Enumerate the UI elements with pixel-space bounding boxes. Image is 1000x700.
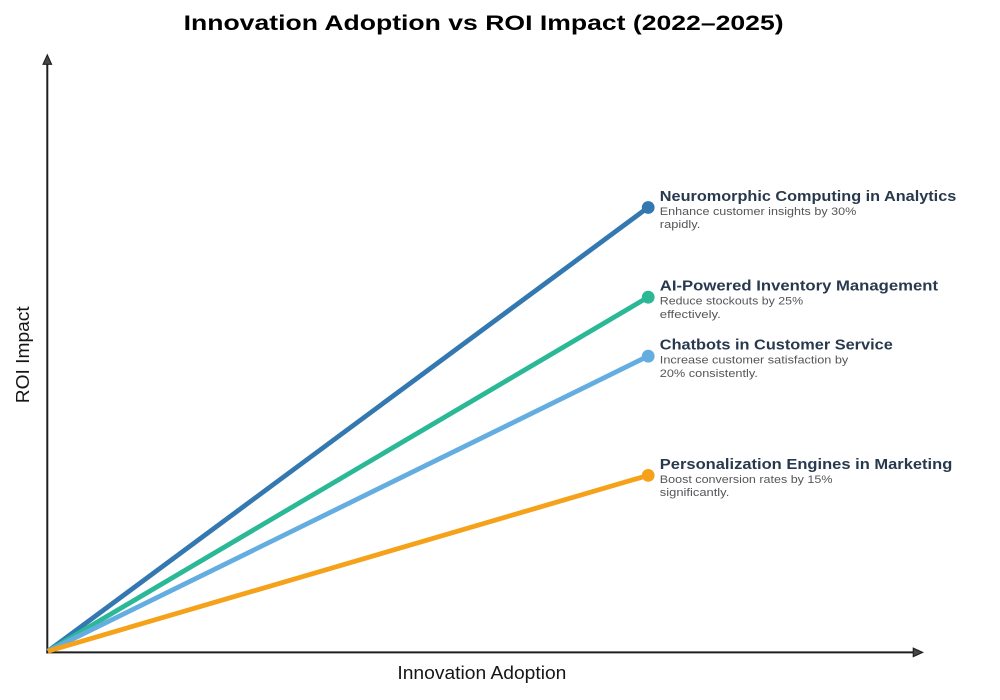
svg-text:Neuromorphic Computing in Anal: Neuromorphic Computing in Analytics (660, 189, 957, 205)
svg-text:Increase customer satisfaction: Increase customer satisfaction by (660, 355, 849, 367)
svg-text:Innovation Adoption: Innovation Adoption (397, 663, 566, 683)
svg-text:significantly.: significantly. (660, 487, 730, 499)
svg-text:ROI Impact: ROI Impact (13, 306, 33, 403)
svg-text:Boost conversion rates by 15%: Boost conversion rates by 15% (660, 474, 833, 486)
svg-text:Innovation Adoption vs ROI Imp: Innovation Adoption vs ROI Impact (2022–… (184, 12, 784, 35)
svg-text:Personalization Engines in Mar: Personalization Engines in Marketing (660, 457, 953, 473)
svg-text:Chatbots in Customer Service: Chatbots in Customer Service (660, 338, 893, 354)
svg-text:20% consistently.: 20% consistently. (660, 368, 758, 380)
svg-text:Enhance customer insights by 3: Enhance customer insights by 30% (660, 206, 857, 218)
svg-text:Reduce stockouts by 25%: Reduce stockouts by 25% (660, 296, 804, 308)
svg-text:rapidly.: rapidly. (660, 219, 701, 231)
svg-text:AI-Powered Inventory Managemen: AI-Powered Inventory Management (660, 279, 938, 295)
svg-text:effectively.: effectively. (660, 309, 721, 321)
